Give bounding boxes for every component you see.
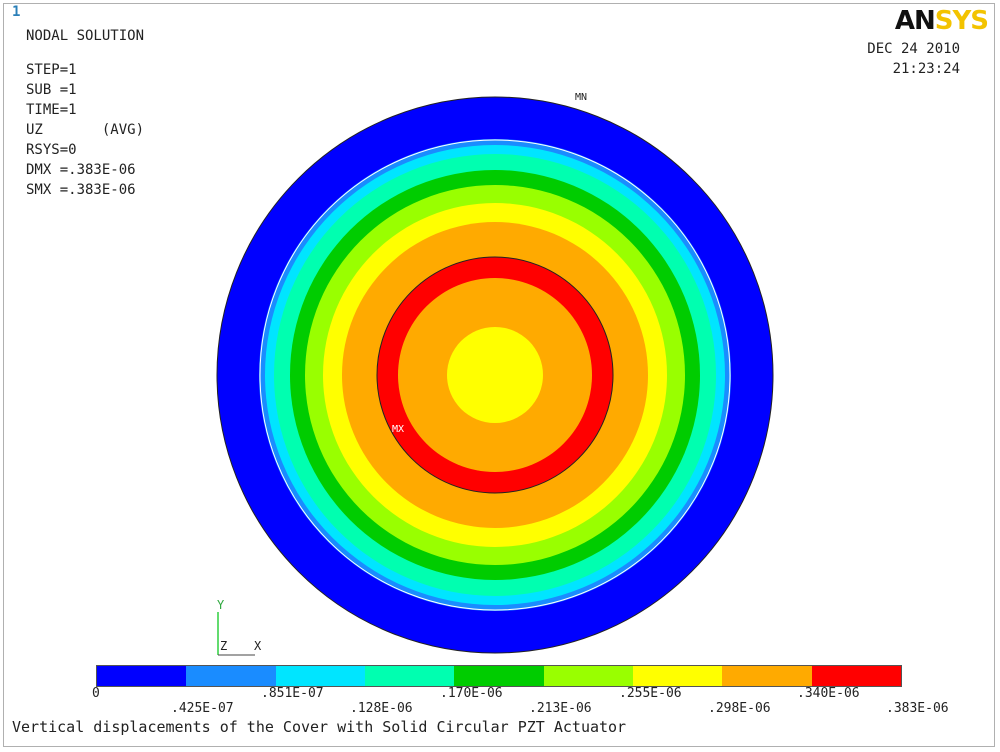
- date-text: DEC 24 2010: [867, 41, 960, 57]
- info-step: STEP=1: [26, 62, 77, 78]
- triad-x-label: X: [254, 639, 262, 653]
- legend-swatch-2: [275, 666, 365, 686]
- info-time: TIME=1: [26, 102, 77, 118]
- legend-swatch-7: [722, 666, 812, 686]
- triad-z-label: Z: [220, 639, 227, 653]
- time-text: 21:23:24: [892, 61, 960, 77]
- plate-edge-circle: [216, 96, 774, 654]
- contour-rings: [217, 97, 773, 653]
- info-sub: SUB =1: [26, 82, 77, 98]
- color-legend: [96, 665, 902, 687]
- legend-swatch-6: [632, 666, 723, 686]
- info-smx: SMX =.383E-06: [26, 182, 136, 198]
- legend-label-upper-3: .298E-06: [708, 701, 771, 716]
- plot-window: 1 ANSYS NODAL SOLUTION STEP=1 SUB =1 TIM…: [3, 3, 995, 747]
- info-uz: UZ (AVG): [26, 122, 145, 138]
- legend-swatch-0: [97, 666, 187, 686]
- info-dmx: DMX =.383E-06: [26, 162, 136, 178]
- legend-swatch-4: [454, 666, 544, 686]
- legend-label-lower-0: 0: [92, 686, 100, 701]
- contour-band-10: [447, 327, 543, 423]
- plot-caption: Vertical displacements of the Cover with…: [12, 718, 627, 736]
- min-marker: MN: [575, 92, 587, 103]
- info-rsys: RSYS=0: [26, 142, 77, 158]
- triad-y-label: Y: [217, 598, 225, 612]
- legend-label-lower-2: .170E-06: [440, 686, 503, 701]
- legend-swatch-5: [543, 666, 633, 686]
- legend-label-lower-1: .851E-07: [261, 686, 324, 701]
- legend-label-upper-0: .425E-07: [171, 701, 234, 716]
- legend-swatch-1: [186, 666, 276, 686]
- legend-swatch-8: [811, 666, 901, 686]
- legend-label-upper-1: .128E-06: [350, 701, 413, 716]
- legend-label-lower-4: .340E-06: [797, 686, 860, 701]
- outer-boundary-circle: [259, 139, 731, 611]
- legend-swatch-3: [364, 666, 455, 686]
- window-number: 1: [12, 4, 21, 20]
- ansys-logo: ANSYS: [894, 6, 989, 36]
- legend-label-upper-4: .383E-06: [886, 701, 949, 716]
- solution-title: NODAL SOLUTION: [26, 28, 145, 44]
- inner-boundary-circle: [376, 256, 614, 494]
- legend-label-upper-2: .213E-06: [529, 701, 592, 716]
- logo-part-an: AN: [894, 6, 936, 36]
- contour-plot: MN MX Y Z X: [216, 92, 774, 656]
- logo-part-sys: SYS: [934, 6, 989, 36]
- max-marker: MX: [392, 424, 404, 435]
- legend-label-lower-3: .255E-06: [619, 686, 682, 701]
